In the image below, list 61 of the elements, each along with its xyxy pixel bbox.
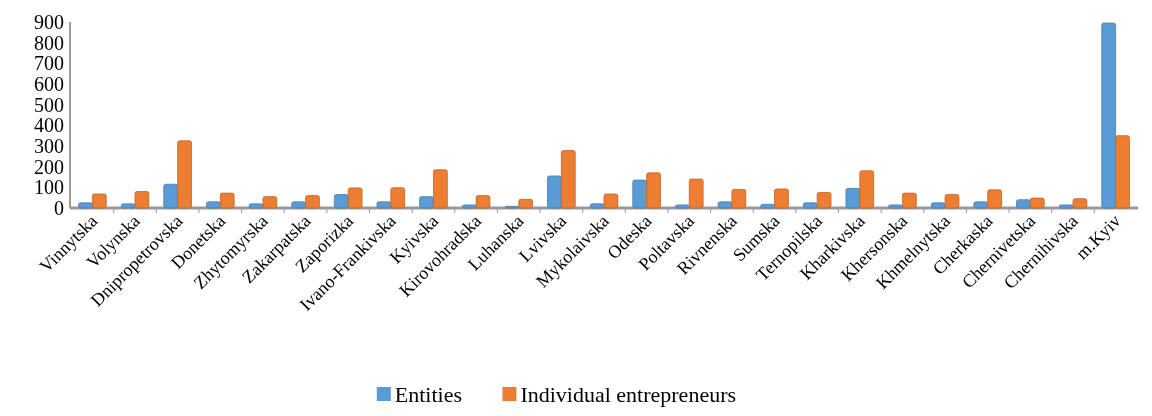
bar [688,178,704,209]
bar [774,188,789,209]
legend-label: Individual entrepreneurs [520,382,737,407]
bar [219,192,235,209]
bar [120,203,136,209]
y-tick-label: 500 [34,93,64,116]
bar [1072,198,1088,209]
bar [78,202,93,209]
bar [845,187,861,209]
bar [1016,199,1031,209]
bar [675,204,690,209]
y-tick-label: 700 [34,52,64,75]
bar [1058,204,1074,209]
bar [206,201,221,209]
bar [262,196,278,209]
bar [376,201,392,209]
bar [390,187,406,209]
bar [646,172,661,209]
bar [802,202,818,209]
y-tick-label: 200 [34,155,64,178]
bar [163,183,179,209]
bar [518,198,533,209]
bar [547,175,562,209]
bar [461,204,477,209]
bar [632,179,648,209]
bar [760,203,775,209]
bar [177,140,192,209]
bar [816,192,832,209]
legend-label: Entities [394,382,463,407]
bar [731,189,747,209]
y-tick-label: 300 [34,135,64,157]
bar [603,193,619,209]
bar [1101,22,1117,209]
bar [902,192,917,209]
bar [930,202,946,209]
bar [987,189,1002,209]
bar [291,201,306,209]
bar [475,195,491,209]
bar [419,196,434,209]
y-tick-label: 900 [34,11,64,33]
bar [333,194,349,209]
bar [1115,135,1130,209]
bar [305,195,320,209]
y-tick-label: 800 [34,31,64,54]
bar [560,150,576,209]
bar [347,187,363,209]
bar [859,170,875,209]
bar [91,193,107,209]
y-tick-label: 100 [34,176,64,199]
bar [433,169,448,209]
y-tick-label: 600 [34,73,64,95]
bar [717,201,733,209]
bar [944,194,960,209]
bar [248,203,264,209]
bar [1029,197,1045,209]
bar [134,191,150,209]
bar [888,204,903,209]
y-tick-label: 0 [54,197,64,219]
bar [973,201,989,209]
bar [589,203,605,209]
y-tick-label: 400 [34,114,64,137]
